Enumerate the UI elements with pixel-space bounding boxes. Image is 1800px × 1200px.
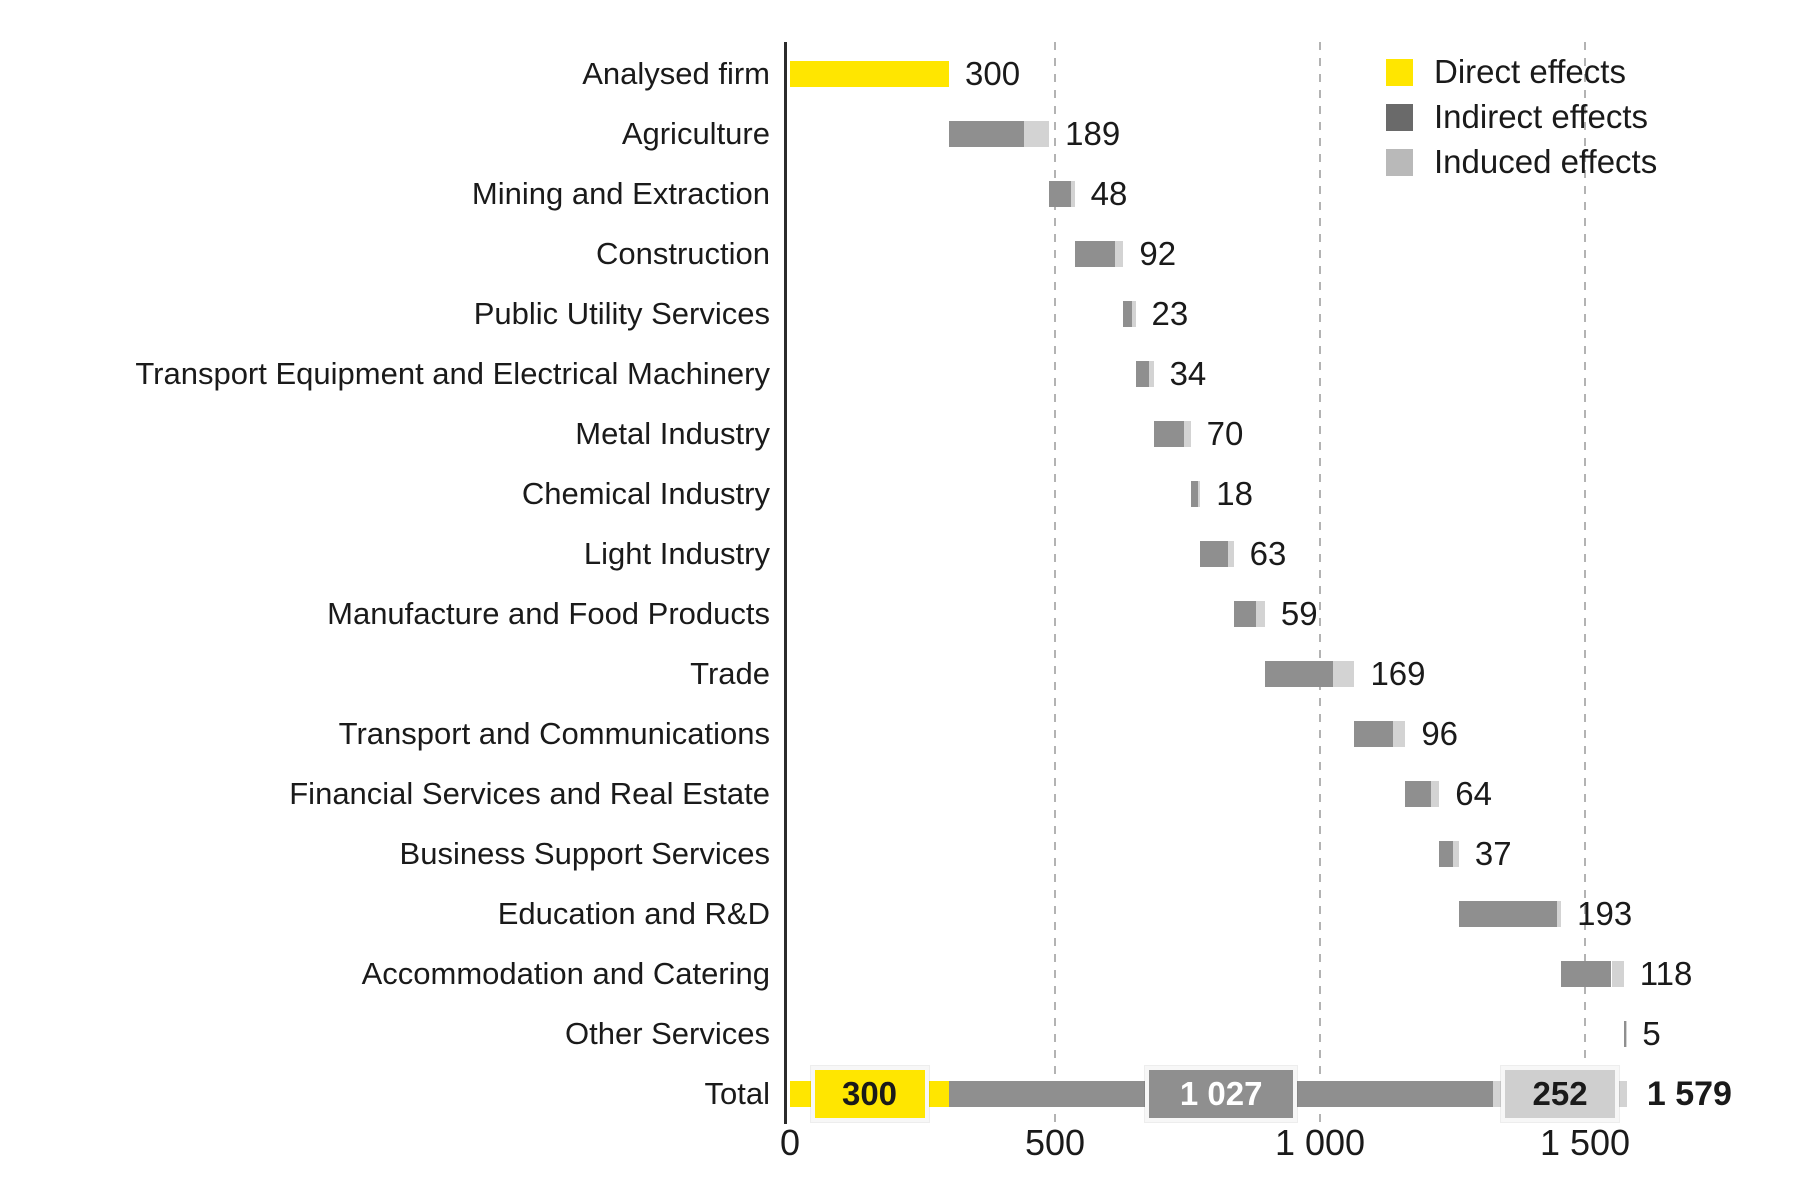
bar-segment-induced: [1070, 181, 1075, 207]
bar-segment-induced: [1453, 841, 1459, 867]
category-label: Metal Industry: [575, 416, 770, 451]
category-label: Public Utility Services: [473, 296, 770, 331]
value-label: 64: [1455, 775, 1492, 812]
bar-segment-indirect: [1623, 1021, 1626, 1047]
bar-segment-induced: [1611, 961, 1624, 987]
legend-label: Indirect effects: [1434, 98, 1649, 135]
category-label: Accommodation and Catering: [361, 956, 770, 991]
legend-swatch-induced-icon: [1386, 149, 1413, 176]
bar-segment-indirect: [1405, 781, 1432, 807]
total-box-direct: 300: [810, 1066, 929, 1122]
bar-segment-indirect: [1049, 181, 1071, 207]
x-tick-label-0: 0: [779, 1122, 801, 1163]
bar-segment-indirect: [1153, 421, 1185, 447]
bar-segment-indirect: [1264, 661, 1333, 687]
value-label: 300: [965, 55, 1021, 92]
bar-segment-indirect: [1439, 841, 1454, 867]
value-label: 18: [1216, 475, 1253, 512]
bar-segment-indirect: [1200, 541, 1228, 567]
category-label: Business Support Services: [399, 836, 770, 871]
bar-segment-direct: [790, 61, 949, 87]
value-label: 92: [1139, 235, 1177, 272]
bar-segment-indirect: [1458, 901, 1558, 927]
bar-segment-induced: [1557, 901, 1562, 927]
bar-segment-induced: [1148, 361, 1154, 387]
bar-segment-indirect: [1233, 601, 1256, 627]
total-value-label: 1 579: [1646, 1075, 1732, 1113]
category-label: Mining and Extraction: [471, 176, 770, 211]
legend-swatch-direct-icon: [1386, 59, 1413, 86]
bar-segment-indirect: [1074, 241, 1115, 267]
bar-segment-indirect: [1354, 721, 1394, 747]
category-label: Transport Equipment and Electrical Machi…: [135, 356, 770, 391]
category-label: Light Industry: [583, 536, 770, 571]
category-label: Other Services: [564, 1016, 770, 1051]
value-label: 193: [1577, 895, 1633, 932]
value-label: 63: [1249, 535, 1287, 572]
bar-segment-induced: [1023, 121, 1050, 147]
bar-segment-induced: [1227, 541, 1234, 567]
value-label: 23: [1151, 295, 1189, 332]
value-label: 118: [1639, 955, 1693, 992]
bar-segment-indirect: [1135, 361, 1149, 387]
value-label: 48: [1090, 175, 1128, 212]
category-label: Education and R&D: [497, 896, 770, 931]
bar-segment-induced: [1131, 301, 1136, 327]
gridline-1500: [1584, 42, 1586, 1124]
value-label: 169: [1370, 655, 1426, 692]
bar-segment-indirect: [1190, 481, 1198, 507]
category-label: Manufacture and Food Products: [327, 596, 770, 631]
x-tick-label-1500: 1 500: [1539, 1122, 1631, 1163]
value-label: 5: [1642, 1015, 1661, 1052]
bar-segment-induced: [1431, 781, 1440, 807]
value-label: 37: [1474, 835, 1512, 872]
bar-segment-induced: [1255, 601, 1265, 627]
legend-label: Induced effects: [1434, 143, 1658, 180]
category-label: Transport and Communications: [338, 716, 770, 751]
value-label: 34: [1169, 355, 1207, 392]
y-axis-line: [784, 42, 787, 1124]
value-label: 189: [1065, 115, 1121, 152]
total-box-indirect: 1 027: [1145, 1066, 1298, 1122]
bar-segment-indirect: [949, 121, 1024, 147]
legend-swatch-indirect-icon: [1386, 104, 1413, 131]
category-label: Financial Services and Real Estate: [289, 776, 770, 811]
category-label: Chemical Industry: [521, 476, 770, 511]
category-label: Analysed firm: [582, 56, 770, 91]
x-tick-label-1000: 1 000: [1274, 1122, 1366, 1163]
bar-segment-induced: [1625, 1021, 1628, 1047]
bar-segment-induced: [1184, 421, 1191, 447]
bar-segment-indirect: [1123, 301, 1132, 327]
gridline-1000: [1319, 42, 1321, 1124]
bar-segment-induced: [1393, 721, 1406, 747]
category-label: Construction: [595, 236, 770, 271]
value-label: 59: [1280, 595, 1318, 632]
x-tick-label-500: 500: [1024, 1122, 1086, 1163]
bar-segment-induced: [1197, 481, 1201, 507]
category-label: Trade: [690, 656, 770, 691]
legend-label: Direct effects: [1434, 53, 1626, 90]
category-label: Total: [704, 1076, 770, 1111]
bar-segment-induced: [1114, 241, 1124, 267]
bar-segment-induced: [1332, 661, 1355, 687]
value-label: 96: [1421, 715, 1459, 752]
bar-segment-indirect: [1561, 961, 1612, 987]
total-box-induced: 252: [1501, 1066, 1620, 1122]
gridline-500: [1054, 42, 1056, 1124]
category-label: Agriculture: [621, 116, 770, 151]
value-label: 70: [1206, 415, 1244, 452]
